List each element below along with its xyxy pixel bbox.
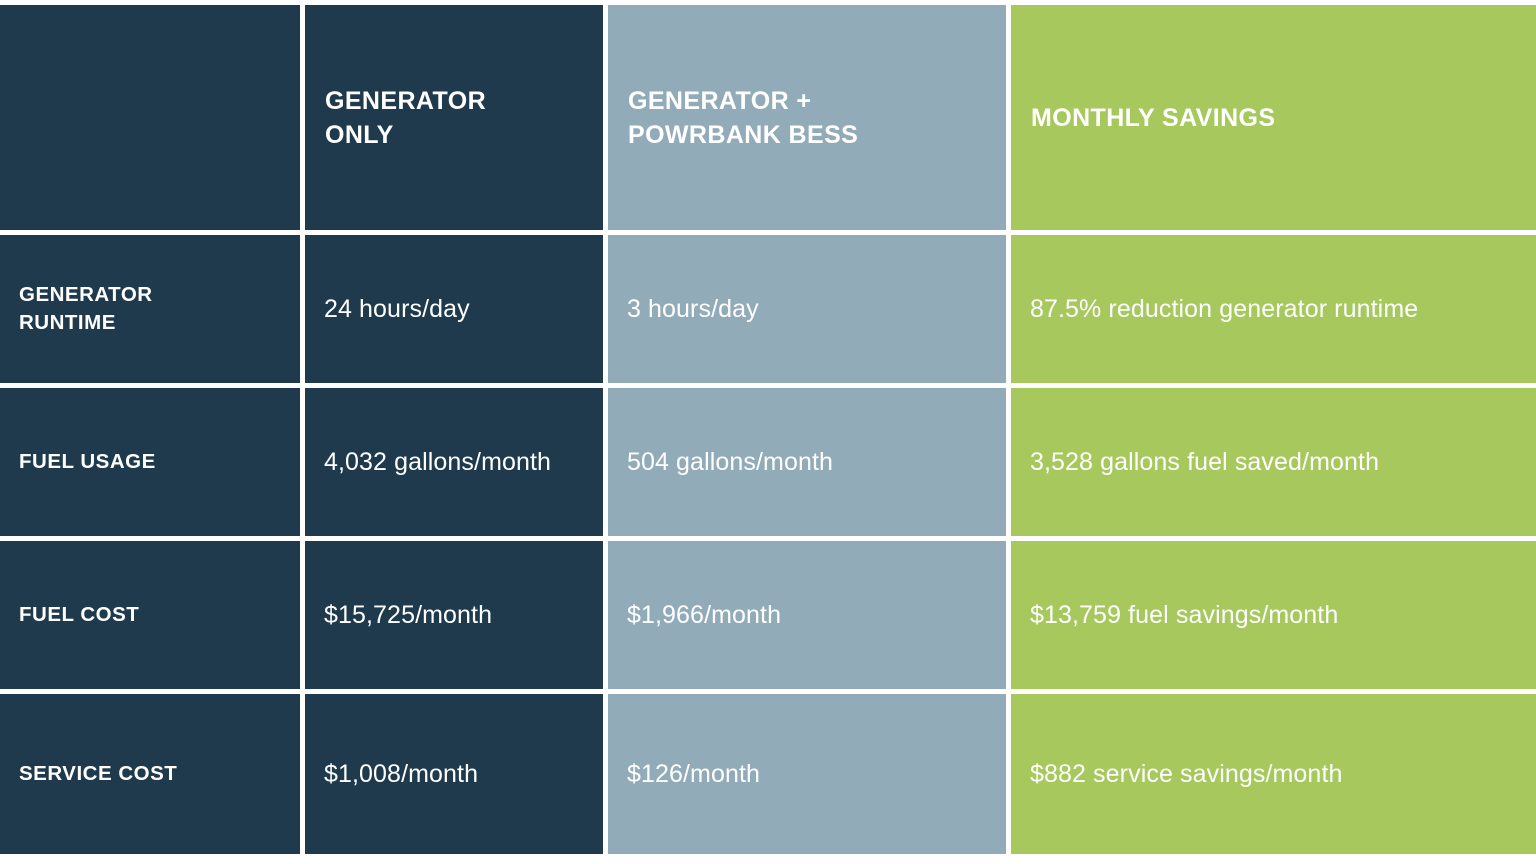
column-header-monthly-savings-label: MONTHLY SAVINGS [1031, 103, 1276, 132]
cell-generator-runtime-savings: 87.5% reduction generator runtime [1011, 235, 1536, 383]
table-corner-cell [0, 5, 300, 230]
value-service-cost-generator-only: $1,008/month [324, 759, 479, 788]
value-service-cost-savings: $882 service savings/month [1030, 759, 1343, 788]
value-fuel-cost-savings: $13,759 fuel savings/month [1030, 600, 1339, 629]
cell-service-cost-bess: $126/month [608, 694, 1006, 854]
table-row: FUEL COST [0, 541, 300, 689]
cell-service-cost-savings: $882 service savings/month [1011, 694, 1536, 854]
cell-fuel-cost-generator-only: $15,725/month [305, 541, 603, 689]
column-header-generator-powrbank-bess-label: GENERATOR + POWRBANK BESS [628, 86, 859, 149]
cell-fuel-usage-generator-only: 4,032 gallons/month [305, 388, 603, 536]
value-fuel-usage-bess: 504 gallons/month [627, 447, 834, 476]
table-row: GENERATOR RUNTIME [0, 235, 300, 383]
column-header-generator-only: GENERATOR ONLY [305, 5, 603, 230]
table-row: SERVICE COST [0, 694, 300, 854]
value-generator-runtime-generator-only: 24 hours/day [324, 294, 470, 323]
cell-service-cost-generator-only: $1,008/month [305, 694, 603, 854]
cell-generator-runtime-bess: 3 hours/day [608, 235, 1006, 383]
value-generator-runtime-bess: 3 hours/day [627, 294, 759, 323]
value-fuel-usage-savings: 3,528 gallons fuel saved/month [1030, 447, 1380, 476]
row-label-generator-runtime: GENERATOR RUNTIME [19, 282, 153, 334]
column-header-generator-only-label: GENERATOR ONLY [325, 86, 487, 149]
row-label-fuel-cost: FUEL COST [19, 602, 140, 626]
table-row: FUEL USAGE [0, 388, 300, 536]
cell-generator-runtime-generator-only: 24 hours/day [305, 235, 603, 383]
row-label-service-cost: SERVICE COST [19, 761, 178, 785]
value-fuel-usage-generator-only: 4,032 gallons/month [324, 447, 552, 476]
cell-fuel-usage-bess: 504 gallons/month [608, 388, 1006, 536]
cell-fuel-cost-savings: $13,759 fuel savings/month [1011, 541, 1536, 689]
column-header-generator-powrbank-bess: GENERATOR + POWRBANK BESS [608, 5, 1006, 230]
column-header-monthly-savings: MONTHLY SAVINGS [1011, 5, 1536, 230]
cell-fuel-usage-savings: 3,528 gallons fuel saved/month [1011, 388, 1536, 536]
row-label-fuel-usage: FUEL USAGE [19, 449, 156, 473]
value-generator-runtime-savings: 87.5% reduction generator runtime [1030, 294, 1419, 323]
value-fuel-cost-bess: $1,966/month [627, 600, 782, 629]
cell-fuel-cost-bess: $1,966/month [608, 541, 1006, 689]
value-fuel-cost-generator-only: $15,725/month [324, 600, 493, 629]
value-service-cost-bess: $126/month [627, 759, 761, 788]
